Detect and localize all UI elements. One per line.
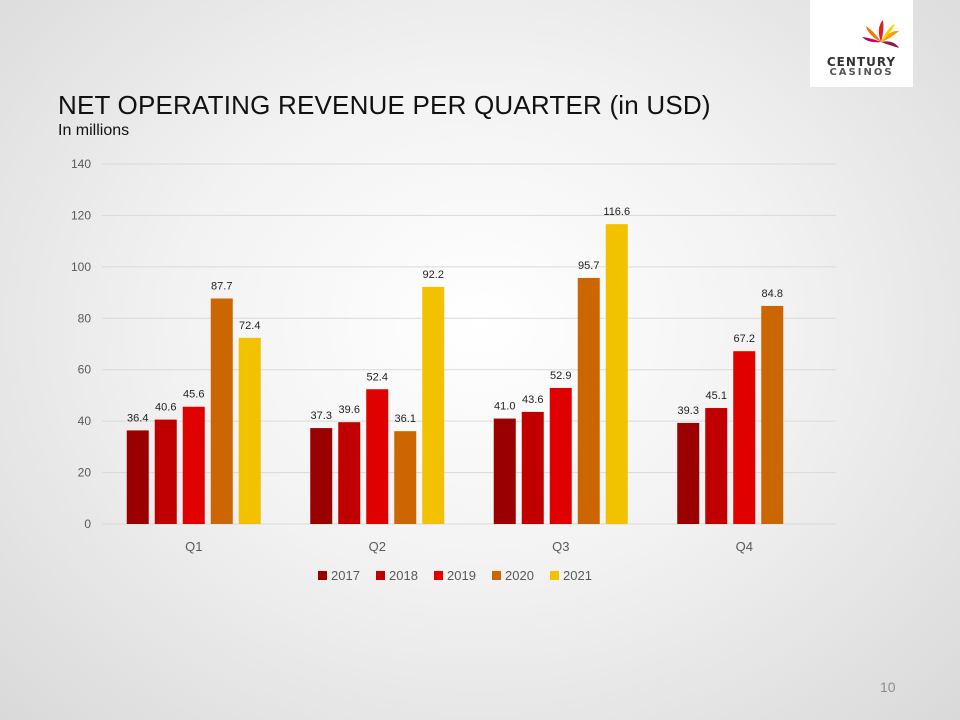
x-tick-label: Q3 [552, 539, 569, 554]
starburst-icon [862, 20, 899, 48]
x-tick-label: Q2 [369, 539, 386, 554]
logo-text-casinos: CASINOS [829, 67, 894, 78]
data-label: 45.1 [706, 390, 727, 402]
legend-swatch [376, 571, 385, 580]
data-label: 72.4 [239, 320, 260, 332]
data-label: 95.7 [578, 260, 599, 272]
legend-label: 2018 [389, 568, 418, 583]
x-tick-label: Q1 [185, 539, 202, 554]
data-label: 116.6 [603, 206, 630, 218]
data-label: 52.9 [550, 370, 571, 382]
y-tick-label: 0 [84, 517, 91, 531]
data-label: 87.7 [211, 280, 232, 292]
y-tick-label: 40 [78, 414, 92, 428]
data-label: 40.6 [155, 402, 176, 414]
bar [733, 351, 756, 524]
century-casinos-logo: CENTURY CASINOS [810, 0, 913, 87]
bar [761, 305, 784, 524]
slide-subtitle: In millions [58, 122, 130, 139]
data-label: 41.0 [494, 401, 515, 413]
bar [605, 224, 628, 524]
bar [310, 428, 333, 524]
data-label: 45.6 [183, 389, 204, 401]
data-label: 36.4 [127, 412, 148, 424]
data-label: 39.3 [678, 405, 699, 417]
legend-label: 2021 [563, 568, 592, 583]
legend-label: 2020 [505, 568, 534, 583]
legend-label: 2017 [331, 568, 360, 583]
data-label: 52.4 [367, 371, 388, 383]
data-label: 36.1 [395, 413, 416, 425]
bar [154, 419, 177, 524]
slide-title: NET OPERATING REVENUE PER QUARTER (in US… [58, 90, 711, 120]
data-label: 43.6 [522, 394, 543, 406]
logo-text-century: CENTURY [826, 55, 897, 69]
page-number: 10 [880, 679, 896, 695]
bar [577, 277, 600, 524]
y-tick-label: 140 [71, 157, 91, 171]
bar [422, 286, 445, 524]
bar [549, 387, 572, 524]
legend-swatch [318, 571, 327, 580]
bar [366, 389, 389, 524]
legend-swatch [492, 571, 501, 580]
bar [705, 408, 728, 524]
bar [394, 431, 417, 524]
data-label: 67.2 [734, 333, 755, 345]
legend-swatch [550, 571, 559, 580]
legend-label: 2019 [447, 568, 476, 583]
bar [238, 337, 261, 524]
data-label: 39.6 [339, 404, 360, 416]
bar [338, 422, 361, 524]
x-tick-label: Q4 [736, 539, 753, 554]
bar [126, 430, 149, 524]
bar [493, 418, 516, 524]
y-tick-label: 60 [78, 363, 92, 377]
y-tick-label: 20 [78, 466, 92, 480]
y-tick-label: 80 [78, 311, 92, 325]
bar [677, 422, 700, 524]
data-label: 92.2 [423, 269, 444, 281]
y-tick-label: 100 [71, 260, 91, 274]
bar [210, 298, 233, 524]
bar [521, 411, 544, 524]
bar [182, 406, 205, 524]
y-tick-label: 120 [71, 208, 91, 222]
legend-swatch [434, 571, 443, 580]
data-label: 37.3 [311, 410, 332, 422]
data-label: 84.8 [762, 288, 783, 300]
